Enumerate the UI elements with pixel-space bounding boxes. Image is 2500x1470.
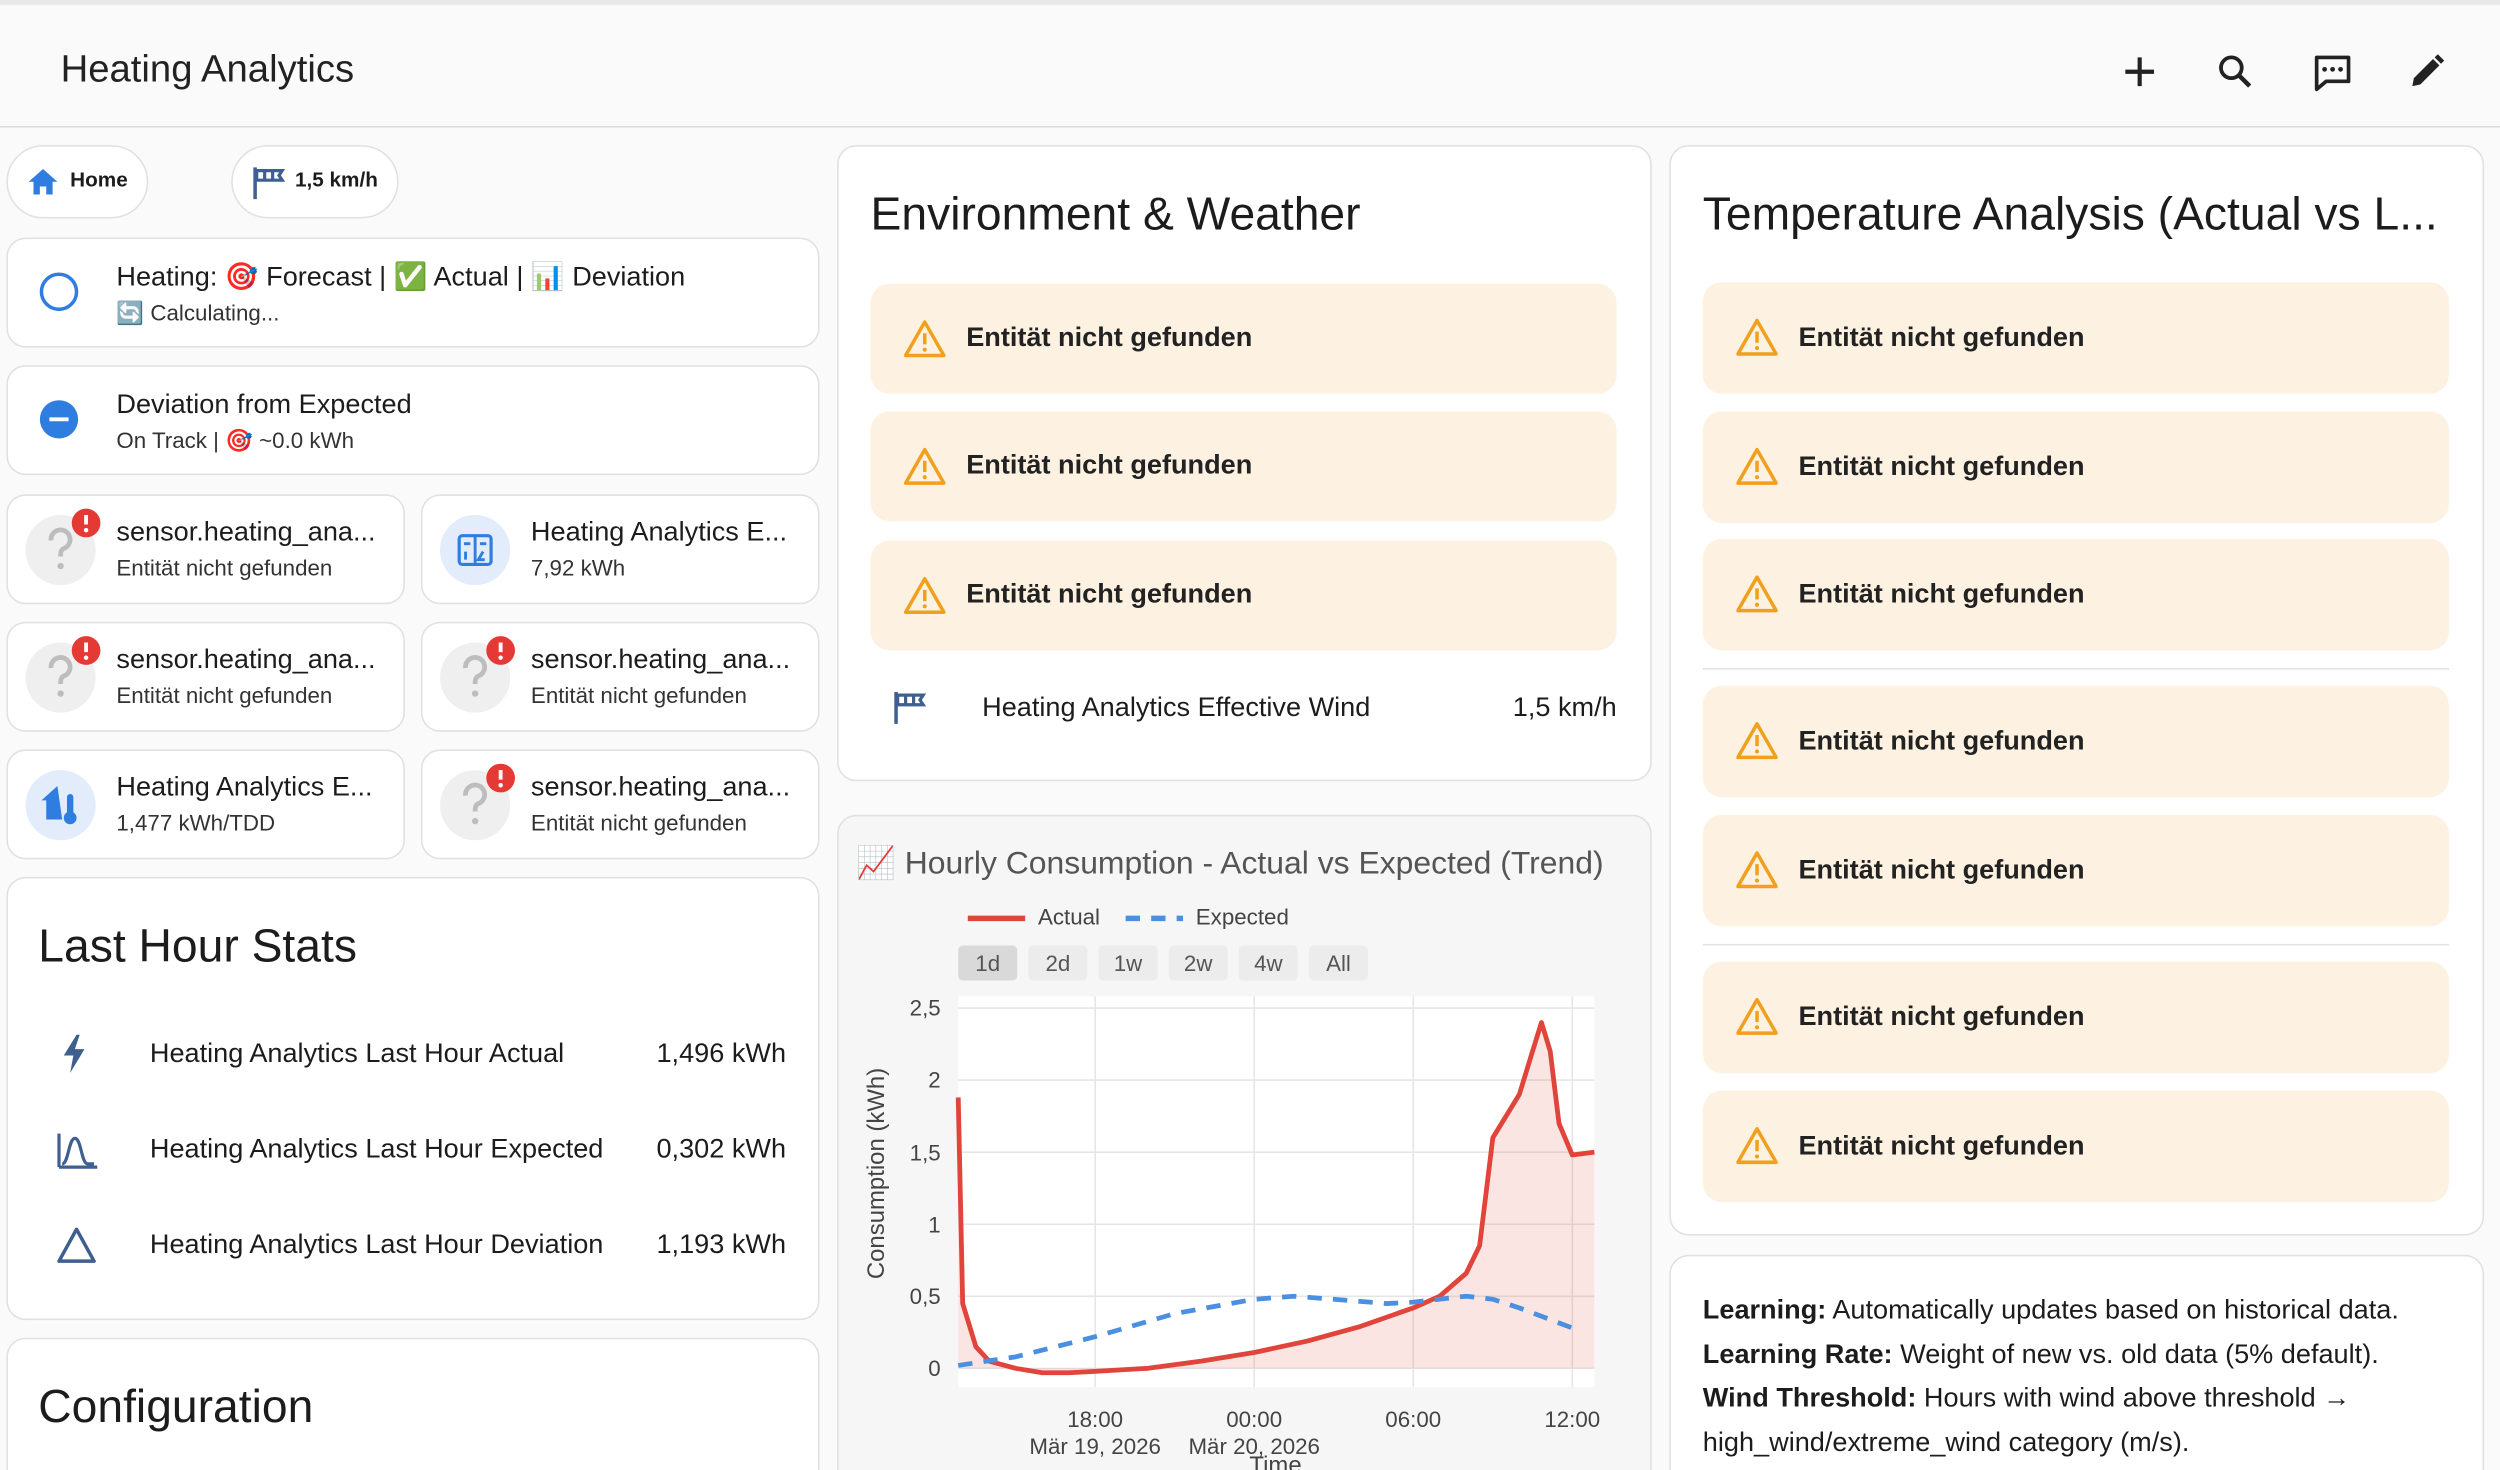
y-axis-label: Consumption (kWh) <box>863 1068 890 1279</box>
y-tick-label: 2,5 <box>910 995 941 1021</box>
range-button[interactable]: 1d <box>958 945 1017 980</box>
y-tick-label: 0,5 <box>910 1284 941 1310</box>
y-tick-label: 1,5 <box>910 1139 941 1165</box>
y-tick-label: 2 <box>928 1067 940 1093</box>
x-axis-label: Time <box>1244 1452 1308 1470</box>
range-button[interactable]: All <box>1309 945 1368 980</box>
range-button[interactable]: 1w <box>1099 945 1158 980</box>
y-tick-label: 0 <box>928 1356 940 1382</box>
legend-label: Expected <box>1196 904 1289 930</box>
y-tick-label: 1 <box>928 1211 940 1237</box>
x-tick-label: 12:00 <box>1477 1406 1668 1433</box>
chart-title: 📈 Hourly Consumption - Actual vs Expecte… <box>856 843 1603 883</box>
range-button[interactable]: 2d <box>1028 945 1087 980</box>
range-button[interactable]: 2w <box>1169 945 1228 980</box>
range-button[interactable]: 4w <box>1239 945 1298 980</box>
legend-label: Actual <box>1038 904 1100 930</box>
